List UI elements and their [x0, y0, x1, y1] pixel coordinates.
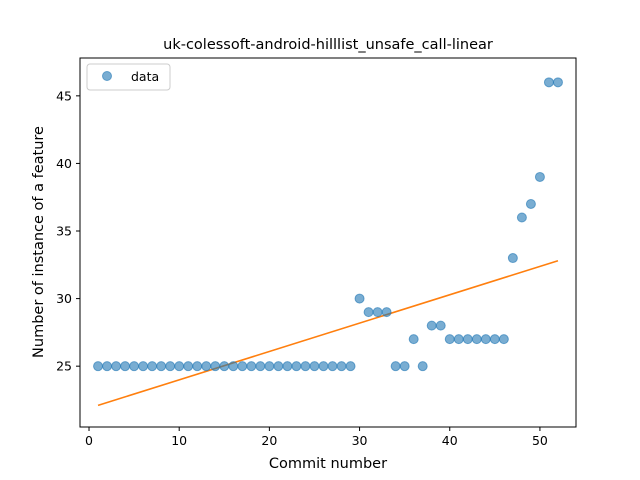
- x-tick-label: 30: [352, 433, 368, 448]
- y-tick-label: 40: [56, 156, 72, 171]
- data-point: [201, 361, 212, 372]
- data-point: [210, 361, 221, 372]
- data-point: [399, 361, 410, 372]
- data-point: [543, 77, 554, 88]
- data-point: [273, 361, 284, 372]
- data-point: [345, 361, 356, 372]
- data-point: [111, 361, 122, 372]
- data-point: [174, 361, 185, 372]
- data-point: [300, 361, 311, 372]
- data-point: [237, 361, 248, 372]
- data-point: [183, 361, 194, 372]
- data-point: [102, 361, 113, 372]
- x-tick-label: 0: [85, 433, 93, 448]
- data-point: [480, 334, 491, 345]
- fit-line-layer: [97, 259, 559, 407]
- data-point: [336, 361, 347, 372]
- data-point: [489, 334, 500, 345]
- x-tick-label: 10: [171, 433, 187, 448]
- data-point: [381, 307, 392, 318]
- data-point: [525, 198, 536, 209]
- legend-box: [86, 63, 171, 91]
- fit-line: [97, 259, 559, 407]
- data-point: [516, 212, 527, 223]
- y-tick-label: 25: [56, 359, 72, 374]
- data-point: [282, 361, 293, 372]
- y-tick-label: 30: [56, 291, 72, 306]
- data-point: [426, 320, 437, 331]
- data-point: [318, 361, 329, 372]
- data-point: [417, 361, 428, 372]
- y-axis-label: Number of instance of a feature: [31, 126, 47, 358]
- data-point: [93, 361, 104, 372]
- data-point: [120, 361, 131, 372]
- data-point: [264, 361, 275, 372]
- data-point: [138, 361, 149, 372]
- data-point: [165, 361, 176, 372]
- x-tick-label: 50: [532, 433, 548, 448]
- legend-marker: [102, 71, 112, 81]
- plot-area: [80, 58, 576, 427]
- data-point: [219, 361, 230, 372]
- data-point: [498, 334, 509, 345]
- x-axis-ticks: 0 10 20 30 40 50: [85, 427, 548, 448]
- x-axis-label: Commit number: [269, 456, 387, 472]
- data-point: [372, 307, 383, 318]
- data-point: [435, 320, 446, 331]
- data-point: [507, 253, 518, 264]
- data-point: [453, 334, 464, 345]
- x-tick-label: 20: [261, 433, 277, 448]
- legend-label-data: data: [131, 69, 159, 84]
- legend: data: [86, 63, 171, 91]
- plot-frame: [79, 57, 577, 428]
- data-point: [552, 77, 563, 88]
- data-point: [129, 361, 140, 372]
- data-point: [246, 361, 257, 372]
- chart-title: uk-colessoft-android-hilllist_unsafe_cal…: [163, 37, 493, 53]
- data-point: [255, 361, 266, 372]
- data-points-layer: [93, 77, 563, 372]
- data-point: [327, 361, 338, 372]
- data-point: [471, 334, 482, 345]
- data-point: [309, 361, 320, 372]
- y-tick-label: 45: [56, 88, 72, 103]
- data-point: [390, 361, 401, 372]
- data-point: [363, 307, 374, 318]
- data-point: [462, 334, 473, 345]
- y-axis-ticks: 25 30 35 40 45: [56, 88, 80, 374]
- data-point: [444, 334, 455, 345]
- data-point: [354, 293, 365, 304]
- data-point: [534, 171, 545, 182]
- y-tick-label: 35: [56, 224, 72, 239]
- data-point: [192, 361, 203, 372]
- data-point: [147, 361, 158, 372]
- data-point: [408, 334, 419, 345]
- x-tick-label: 40: [442, 433, 458, 448]
- data-point: [291, 361, 302, 372]
- data-point: [228, 361, 239, 372]
- data-point: [156, 361, 167, 372]
